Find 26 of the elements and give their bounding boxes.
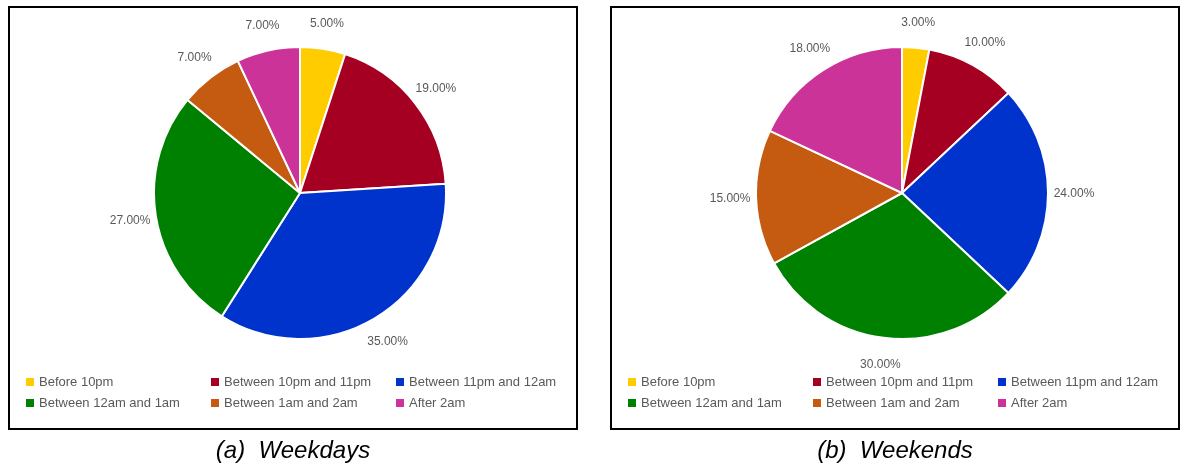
data-label: 24.00% [1053, 186, 1095, 200]
legend-label: Between 10pm and 11pm [826, 374, 974, 389]
data-label: 15.00% [709, 191, 751, 206]
legend-label: Between 1am and 2am [826, 395, 960, 410]
text: (b) Weekends [817, 436, 973, 464]
legend-label: Between 11pm and 12am [409, 374, 557, 389]
legend-label: Between 12am and 1am [641, 395, 782, 410]
data-label: 35.00% [367, 334, 409, 349]
legend-label: Between 1am and 2am [224, 395, 358, 410]
data-label: 27.00% [109, 212, 151, 227]
legend-label: After 2am [1011, 395, 1068, 410]
data-label: 7.00% [245, 18, 280, 33]
data-label: 30.00% [860, 356, 902, 371]
data-label: 18.00% [789, 40, 831, 55]
data-label: 5.00% [309, 16, 345, 31]
legend-label: Between 10pm and 11pm [224, 374, 372, 389]
legend-label: After 2am [409, 395, 466, 410]
data-label: 3.00% [901, 14, 936, 29]
legend-label: Between 11pm and 12am [1011, 374, 1159, 389]
data-label: 10.00% [964, 35, 1006, 50]
legend-label: Between 12am and 1am [39, 395, 180, 410]
legend-label: Before 10pm [641, 374, 716, 389]
legend-label: Before 10pm [39, 374, 114, 389]
data-label: 19.00% [415, 80, 457, 95]
text: (a) Weekdays [215, 436, 371, 464]
data-label: 7.00% [177, 50, 212, 65]
